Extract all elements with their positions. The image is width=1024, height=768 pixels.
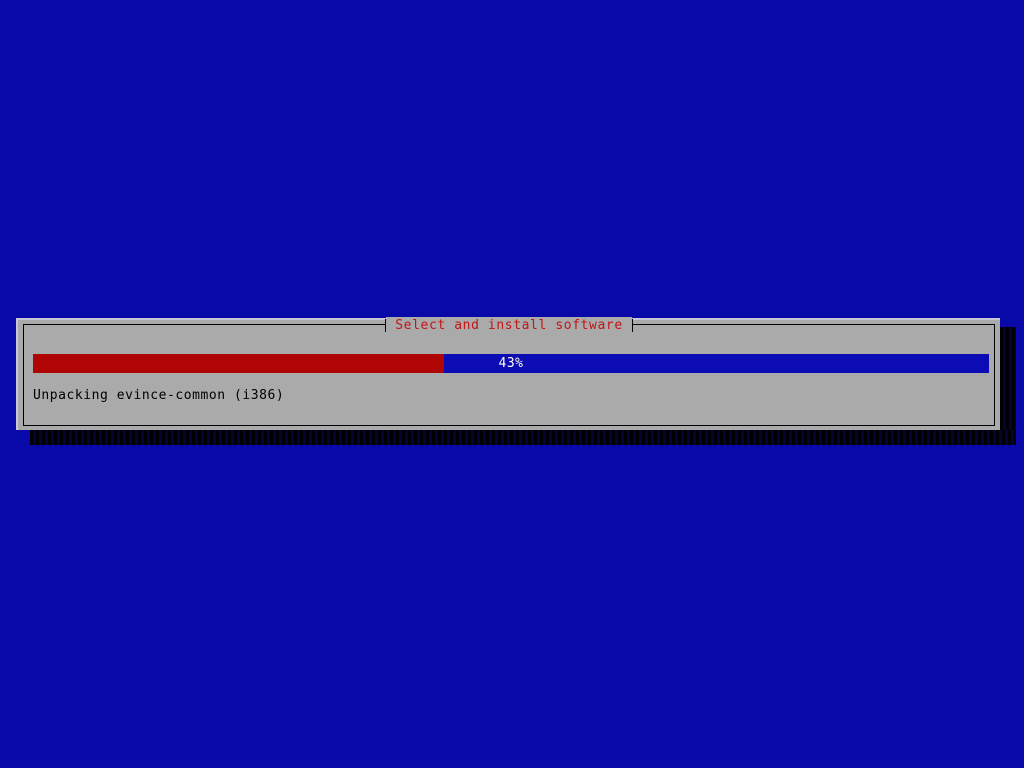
dialog-title: Select and install software [386,316,632,334]
title-tick-left [385,318,387,332]
dialog-shadow-bottom [30,430,1016,445]
dialog-frame: Select and install software 43% Unpackin… [23,316,995,426]
dialog-shadow-right [1000,327,1016,430]
dialog-title-bar: Select and install software [24,316,994,334]
progress-percent-label: 43% [498,356,524,371]
progress-bar: 43% [33,354,989,373]
status-message: Unpacking evince-common (i386) [33,388,285,403]
progress-dialog: Select and install software 43% Unpackin… [16,316,1000,430]
title-tick-right [631,318,633,332]
progress-bar-fill [33,354,445,373]
